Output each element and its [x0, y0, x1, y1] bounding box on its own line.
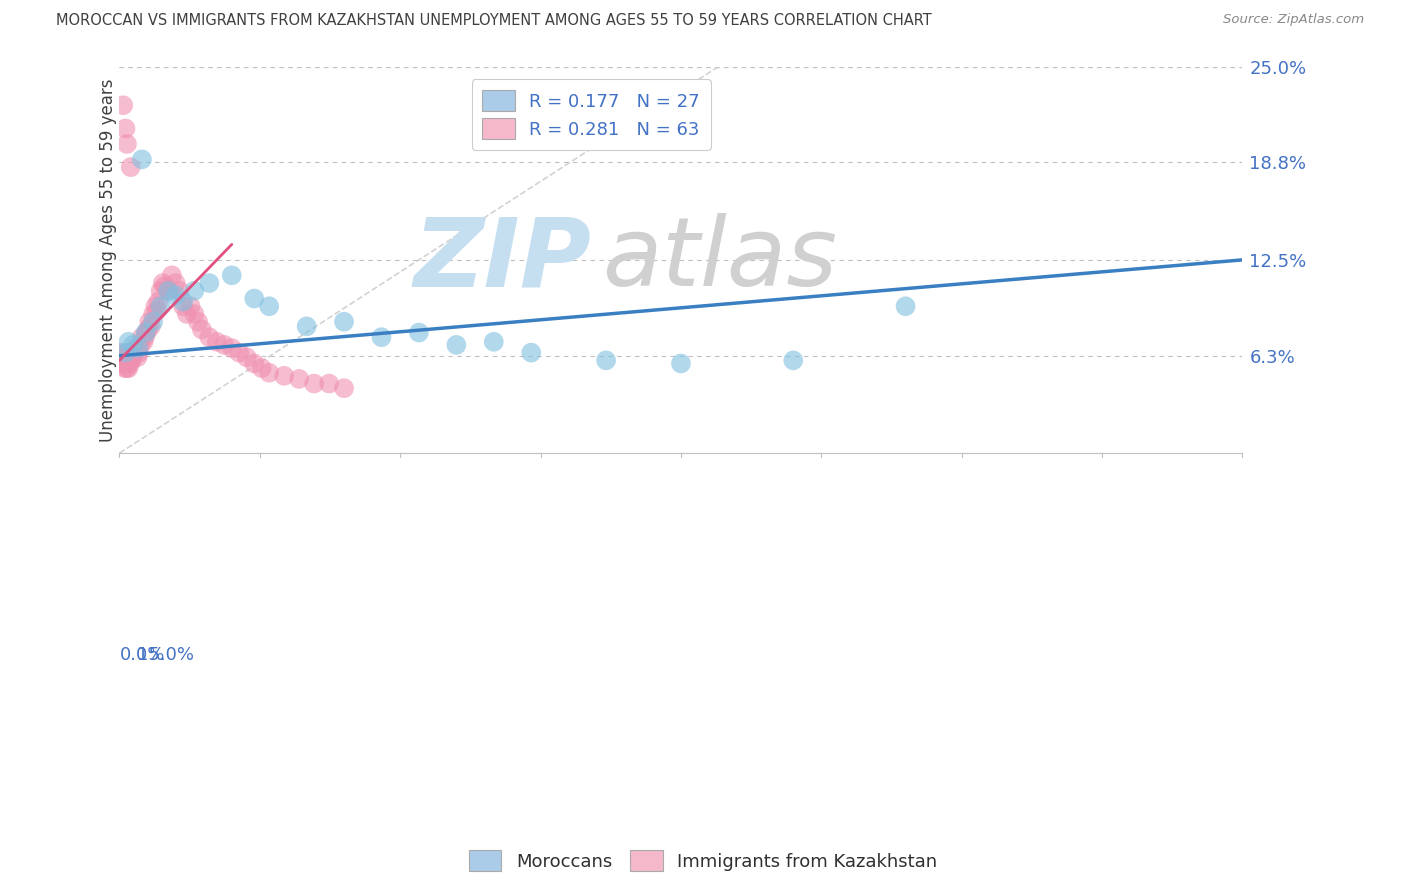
Point [288, 372, 311, 386]
Point [333, 315, 356, 329]
Point [135, 326, 157, 340]
Text: Source: ZipAtlas.com: Source: ZipAtlas.com [1223, 13, 1364, 27]
Point [198, 276, 221, 290]
Y-axis label: Unemployment Among Ages 55 to 59 years: Unemployment Among Ages 55 to 59 years [100, 78, 117, 442]
Point [302, 376, 325, 391]
Point [136, 322, 159, 336]
Point [131, 330, 153, 344]
Point [257, 366, 280, 380]
Point [135, 326, 157, 340]
Point [157, 284, 180, 298]
Point [129, 338, 152, 352]
Point [142, 307, 165, 321]
Point [198, 330, 221, 344]
Point [221, 341, 243, 355]
Point [117, 356, 139, 370]
Point [520, 345, 543, 359]
Text: 15.0%: 15.0% [138, 647, 194, 665]
Point [111, 351, 134, 365]
Point [115, 351, 138, 365]
Text: MOROCCAN VS IMMIGRANTS FROM KAZAKHSTAN UNEMPLOYMENT AMONG AGES 55 TO 59 YEARS CO: MOROCCAN VS IMMIGRANTS FROM KAZAKHSTAN U… [56, 13, 932, 29]
Point [118, 356, 141, 370]
Point [118, 353, 141, 368]
Point [221, 268, 243, 283]
Point [149, 299, 172, 313]
Point [120, 160, 142, 174]
Point [176, 307, 198, 321]
Point [124, 345, 146, 359]
Point [172, 299, 194, 313]
Point [165, 288, 187, 302]
Point [114, 361, 136, 376]
Point [482, 334, 505, 349]
Point [114, 121, 136, 136]
Point [157, 284, 180, 298]
Point [243, 292, 266, 306]
Point [153, 279, 176, 293]
Point [160, 268, 183, 283]
Point [117, 334, 139, 349]
Point [125, 341, 148, 355]
Point [152, 276, 174, 290]
Point [139, 319, 162, 334]
Point [131, 153, 153, 167]
Point [318, 376, 340, 391]
Legend: Moroccans, Immigrants from Kazakhstan: Moroccans, Immigrants from Kazakhstan [461, 843, 945, 879]
Point [187, 315, 209, 329]
Text: 0.0%: 0.0% [120, 647, 165, 665]
Point [669, 356, 692, 370]
Point [295, 319, 318, 334]
Point [180, 299, 202, 313]
Point [370, 330, 392, 344]
Point [117, 361, 139, 376]
Point [894, 299, 917, 313]
Point [112, 98, 135, 112]
Point [191, 322, 214, 336]
Point [257, 299, 280, 313]
Point [112, 356, 135, 370]
Point [115, 136, 138, 151]
Point [127, 341, 149, 355]
Point [132, 334, 155, 349]
Point [169, 284, 191, 298]
Point [782, 353, 804, 368]
Point [172, 294, 194, 309]
Point [112, 353, 135, 368]
Point [243, 356, 266, 370]
Point [120, 353, 142, 368]
Point [114, 345, 136, 359]
Point [333, 381, 356, 395]
Point [115, 361, 138, 376]
Point [120, 345, 142, 359]
Point [214, 338, 236, 352]
Point [183, 284, 205, 298]
Point [114, 356, 136, 370]
Legend: R = 0.177   N = 27, R = 0.281   N = 63: R = 0.177 N = 27, R = 0.281 N = 63 [471, 79, 711, 150]
Point [122, 338, 145, 352]
Text: atlas: atlas [602, 213, 838, 306]
Point [142, 315, 165, 329]
Text: ZIP: ZIP [413, 213, 591, 306]
Point [146, 304, 169, 318]
Point [145, 299, 167, 313]
Point [183, 307, 205, 321]
Point [165, 276, 187, 290]
Point [205, 334, 228, 349]
Point [111, 349, 134, 363]
Point [250, 361, 273, 376]
Point [148, 294, 170, 309]
Point [127, 351, 149, 365]
Point [128, 345, 150, 359]
Point [122, 351, 145, 365]
Point [138, 315, 160, 329]
Point [273, 368, 295, 383]
Point [134, 330, 156, 344]
Point [235, 351, 257, 365]
Point [408, 326, 430, 340]
Point [595, 353, 617, 368]
Point [149, 284, 172, 298]
Point [446, 338, 468, 352]
Point [110, 345, 132, 359]
Point [228, 345, 250, 359]
